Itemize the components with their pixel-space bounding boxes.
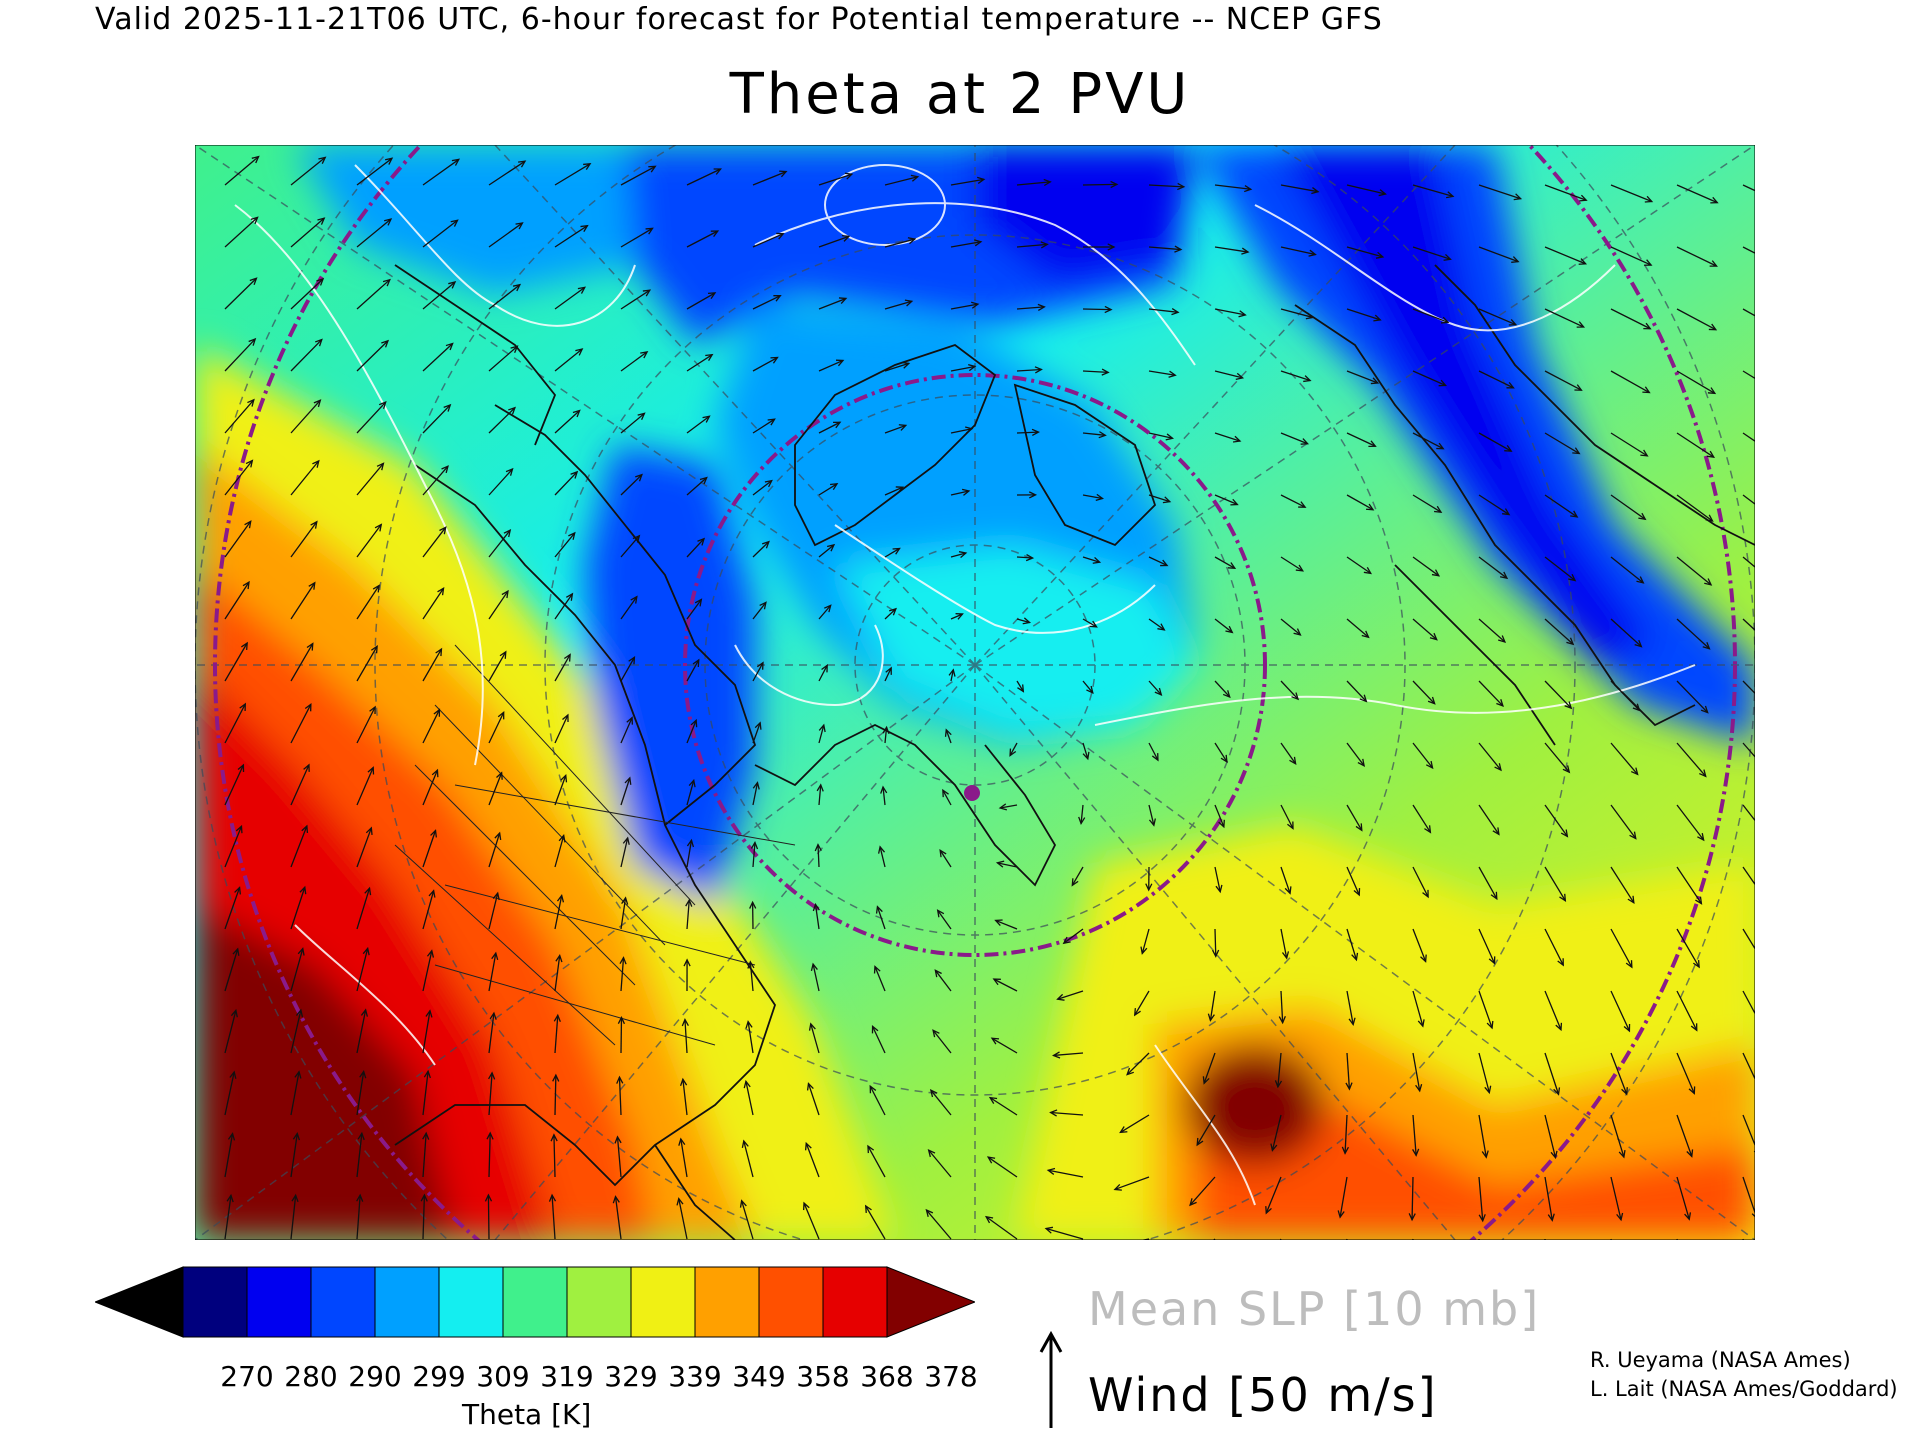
colorbar-tick-label: 299 — [412, 1360, 466, 1393]
colorbar-tick-label: 270 — [220, 1360, 274, 1393]
colorbar-tick-label: 349 — [732, 1360, 786, 1393]
colorbar-tick-label: 358 — [796, 1360, 850, 1393]
colorbar-tick-label: 290 — [348, 1360, 402, 1393]
colorbar-tick-label: 339 — [668, 1360, 722, 1393]
colorbar-cell — [438, 1266, 504, 1338]
colorbar-tick-label: 378 — [924, 1360, 978, 1393]
colorbar-cell — [502, 1266, 568, 1338]
colorbar-tick-label: 368 — [860, 1360, 914, 1393]
theta-map — [195, 145, 1755, 1240]
wind-legend-label: Wind [50 m/s] — [1088, 1368, 1438, 1422]
colorbar-cell — [822, 1266, 888, 1338]
credit-line-1: R. Ueyama (NASA Ames) — [1590, 1348, 1851, 1372]
colorbar-cell — [758, 1266, 824, 1338]
slp-legend-label: Mean SLP [10 mb] — [1088, 1282, 1541, 1336]
colorbar-cell — [246, 1266, 312, 1338]
colorbar-cell — [310, 1266, 376, 1338]
colorbar-tick-label: 319 — [540, 1360, 594, 1393]
colorbar-cell — [566, 1266, 632, 1338]
colorbar-tick-label: 329 — [604, 1360, 658, 1393]
valid-time-header: Valid 2025-11-21T06 UTC, 6-hour forecast… — [95, 2, 1383, 37]
theta-colorbar — [95, 1266, 975, 1338]
map-title: Theta at 2 PVU — [729, 62, 1191, 127]
colorbar-title: Theta [K] — [462, 1398, 592, 1431]
wind-reference-arrow-icon — [1039, 1330, 1063, 1428]
colorbar-over-triangle — [886, 1266, 975, 1338]
colorbar-tick-label: 280 — [284, 1360, 338, 1393]
colorbar-cell — [630, 1266, 696, 1338]
colorbar-cell — [182, 1266, 248, 1338]
colorbar-tick-label: 309 — [476, 1360, 530, 1393]
colorbar-cell — [374, 1266, 440, 1338]
colorbar-under-triangle — [95, 1266, 184, 1338]
colorbar-cell — [694, 1266, 760, 1338]
credit-line-2: L. Lait (NASA Ames/Goddard) — [1590, 1377, 1898, 1401]
